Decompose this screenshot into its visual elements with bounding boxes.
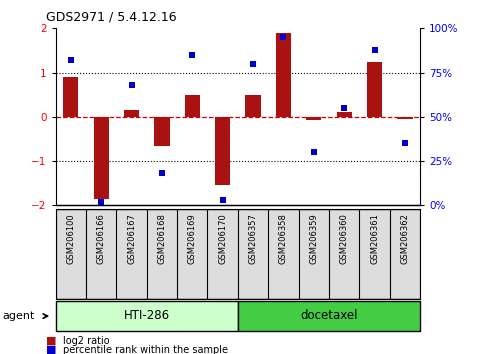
Bar — [306, 117, 322, 120]
Text: GSM206167: GSM206167 — [127, 213, 136, 264]
Text: GSM206170: GSM206170 — [218, 213, 227, 264]
Text: GSM206357: GSM206357 — [249, 213, 257, 264]
Text: GSM206362: GSM206362 — [400, 213, 410, 264]
Bar — [238, 301, 420, 331]
Bar — [63, 77, 78, 117]
Bar — [94, 117, 109, 199]
Text: agent: agent — [2, 311, 35, 321]
Bar — [245, 95, 261, 117]
Text: GSM206169: GSM206169 — [188, 213, 197, 264]
Text: ■: ■ — [46, 336, 57, 346]
Bar — [215, 117, 230, 185]
Bar — [124, 110, 139, 117]
Bar — [337, 113, 352, 117]
Bar — [367, 62, 382, 117]
Text: GSM206168: GSM206168 — [157, 213, 167, 264]
Bar — [56, 301, 238, 331]
Text: GSM206360: GSM206360 — [340, 213, 349, 264]
Text: log2 ratio: log2 ratio — [63, 336, 110, 346]
Bar — [154, 117, 170, 145]
Text: HTI-286: HTI-286 — [124, 309, 170, 322]
Text: GSM206166: GSM206166 — [97, 213, 106, 264]
Text: GSM206100: GSM206100 — [66, 213, 75, 264]
Text: percentile rank within the sample: percentile rank within the sample — [63, 345, 228, 354]
Text: GDS2971 / 5.4.12.16: GDS2971 / 5.4.12.16 — [46, 11, 176, 24]
Bar — [398, 117, 412, 119]
Bar — [185, 95, 200, 117]
Text: ■: ■ — [46, 345, 57, 354]
Text: docetaxel: docetaxel — [300, 309, 358, 322]
Text: GSM206358: GSM206358 — [279, 213, 288, 264]
Text: GSM206359: GSM206359 — [309, 213, 318, 264]
Text: GSM206361: GSM206361 — [370, 213, 379, 264]
Bar — [276, 33, 291, 117]
